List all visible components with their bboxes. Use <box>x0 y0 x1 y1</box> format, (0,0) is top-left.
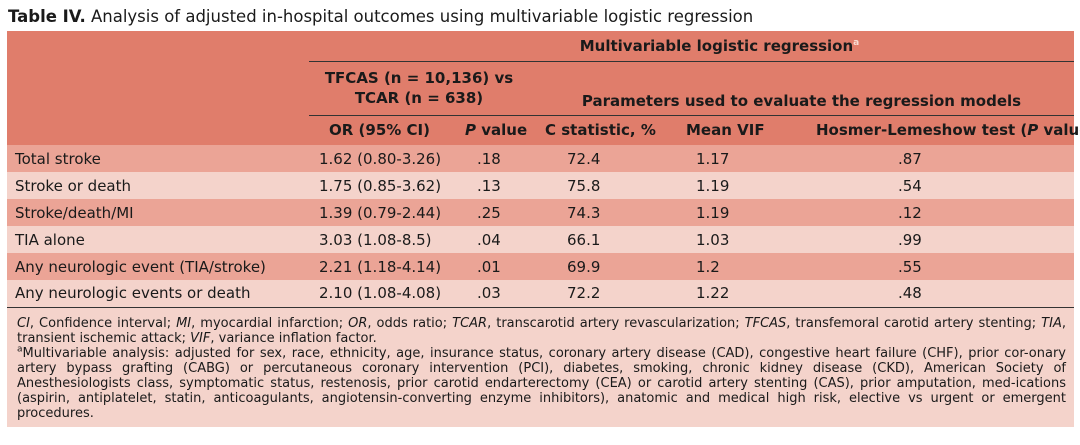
abbrev-term: TCAR <box>452 315 488 331</box>
cell-or: 1.39 (0.79-2.44) <box>309 199 457 226</box>
cell-p-value: .18 <box>457 145 529 172</box>
cell-mean-vif: 1.19 <box>664 172 774 199</box>
cell-outcome: Stroke/death/MI <box>7 199 309 226</box>
table-header: Multivariable logistic regressiona TFCAS… <box>7 31 1080 145</box>
cell-outcome: Any neurologic events or death <box>7 280 309 307</box>
table-footnotes: CI, Confidence interval; MI, myocardial … <box>7 306 1074 427</box>
cell-c-statistic: 75.8 <box>529 172 664 199</box>
comparison-header: TFCAS (n = 10,136) vs TCAR (n = 638) <box>309 61 529 116</box>
cell-c-statistic: 74.3 <box>529 199 664 226</box>
cell-mean-vif: 1.17 <box>664 145 774 172</box>
table-body: Total stroke 1.62 (0.80-3.26) .18 72.4 1.17.… <box>7 145 1074 307</box>
cell-hosmer-lemeshow: .99 <box>774 226 1074 253</box>
cell-outcome: Stroke or death <box>7 172 309 199</box>
cell-mean-vif: 1.22 <box>664 280 774 307</box>
cell-c-statistic: 72.2 <box>529 280 664 307</box>
cell-or: 3.03 (1.08-8.5) <box>309 226 457 253</box>
table-row: Any neurologic events or death 2.10 (1.08… <box>7 280 1074 307</box>
cell-hosmer-lemeshow: .55 <box>774 253 1074 280</box>
cell-hosmer-lemeshow: .48 <box>774 280 1074 307</box>
abbrev-definition: , transcarotid artery revascularization; <box>487 315 745 331</box>
cell-or: 1.62 (0.80-3.26) <box>309 145 457 172</box>
abbrev-term: VIF <box>190 330 211 346</box>
cell-p-value: .13 <box>457 172 529 199</box>
abbrev-definition: , Confidence interval; <box>29 315 177 331</box>
cell-p-value: .01 <box>457 253 529 280</box>
table-title: Analysis of adjusted in-hospital outcome… <box>90 7 754 26</box>
cell-c-statistic: 69.9 <box>529 253 664 280</box>
results-table: Multivariable logistic regressiona TFCAS… <box>7 31 1080 427</box>
table-row: Stroke or death 1.75 (0.85-3.62) .13 75.8 1.… <box>7 172 1074 199</box>
cell-mean-vif: 1.19 <box>664 199 774 226</box>
col-or: OR (95% CI) <box>309 115 457 145</box>
abbrev-term: MI <box>176 315 192 331</box>
cell-outcome: Total stroke <box>7 145 309 172</box>
cell-c-statistic: 72.4 <box>529 145 664 172</box>
table-row: Total stroke 1.62 (0.80-3.26) .18 72.4 1.17.… <box>7 145 1074 172</box>
col-mean-vif: Mean VIF <box>664 115 774 145</box>
col-hosmer-lemeshow: Hosmer-Lemeshow test (P value) <box>774 115 1080 145</box>
abbrev-term: CI <box>17 315 30 331</box>
cell-hosmer-lemeshow: .54 <box>774 172 1074 199</box>
table-label: Table IV. <box>8 7 86 26</box>
table-row: TIA alone 3.03 (1.08-8.5) .04 66.1 1.03.99 <box>7 226 1074 253</box>
cell-or: 2.10 (1.08-4.08) <box>309 280 457 307</box>
cell-p-value: .25 <box>457 199 529 226</box>
cell-c-statistic: 66.1 <box>529 226 664 253</box>
group-header: Multivariable logistic regressiona <box>309 31 1074 62</box>
cell-or: 1.75 (0.85-3.62) <box>309 172 457 199</box>
cell-outcome: Any neurologic event (TIA/stroke) <box>7 253 309 280</box>
abbrev-definition: , myocardial infarction; <box>191 315 349 331</box>
col-c-statistic: C statistic, % <box>529 115 664 145</box>
cell-mean-vif: 1.2 <box>664 253 774 280</box>
parameters-header: Parameters used to evaluate the regressi… <box>529 61 1074 116</box>
abbrev-definition: , transfemoral carotid artery stenting; <box>786 315 1042 331</box>
table-row: Stroke/death/MI 1.39 (0.79-2.44) .25 74.3 1.… <box>7 199 1074 226</box>
abbrev-term: TFCAS <box>744 315 787 331</box>
multivariable-note: aMultivariable analysis: adjusted for se… <box>17 344 1066 421</box>
cell-outcome: TIA alone <box>7 226 309 253</box>
abbrev-term: OR <box>348 315 368 331</box>
cell-mean-vif: 1.03 <box>664 226 774 253</box>
cell-p-value: .03 <box>457 280 529 307</box>
abbrev-term: TIA <box>1041 315 1062 331</box>
abbrev-definition: , odds ratio; <box>367 315 453 331</box>
cell-p-value: .04 <box>457 226 529 253</box>
cell-hosmer-lemeshow: .12 <box>774 199 1074 226</box>
cell-hosmer-lemeshow: .87 <box>774 145 1074 172</box>
abbrev-definition: , variance inflation factor. <box>210 330 377 346</box>
table-row: Any neurologic event (TIA/stroke) 2.21 (1… <box>7 253 1074 280</box>
col-p: P value <box>457 115 529 145</box>
abbreviations-note: CI, Confidence interval; MI, myocardial … <box>17 316 1066 346</box>
table-caption: Table IV. Analysis of adjusted in-hospit… <box>8 5 753 29</box>
cell-or: 2.21 (1.18-4.14) <box>309 253 457 280</box>
abbrev-definition: , transient ischemic attack; <box>17 315 1066 346</box>
footnote-marker: a <box>853 37 860 48</box>
